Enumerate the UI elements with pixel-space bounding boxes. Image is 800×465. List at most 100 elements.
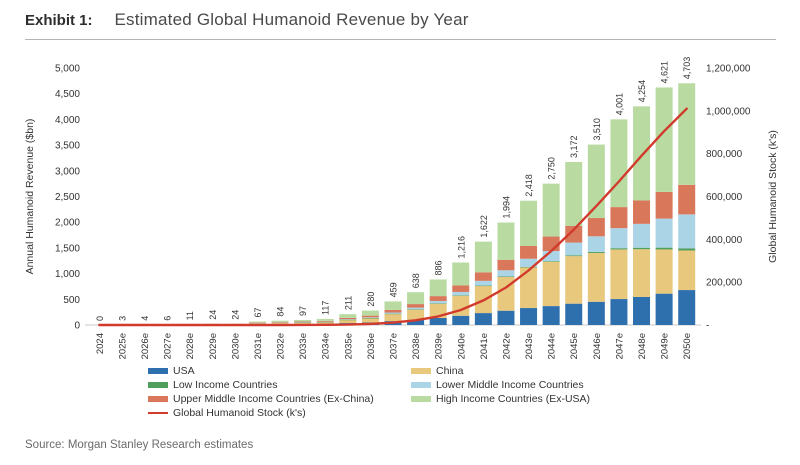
x-axis-label: 2048e — [637, 333, 648, 359]
bar-segment — [248, 322, 266, 324]
bar-segment — [429, 303, 447, 304]
left-axis-tick-label: 2,500 — [55, 192, 80, 203]
bar-segment — [497, 270, 515, 277]
x-axis-label: 2029e — [208, 333, 219, 359]
bar-segment — [294, 322, 312, 325]
bar-2046e — [587, 144, 605, 325]
bar-segment — [520, 245, 538, 259]
bar-segment — [610, 299, 628, 325]
bar-2043e — [520, 200, 538, 325]
bar-segment — [339, 314, 357, 318]
bar-segment — [271, 322, 289, 324]
x-axis-labels: 2024 2025e 2026e 2027e 2028e 2029e 2030e 2031e 2… — [95, 333, 693, 359]
legend-swatch-icon — [148, 368, 168, 374]
bar-segment — [565, 161, 583, 227]
bar-total-label: 4,254 — [637, 80, 647, 103]
bar-total-label: 67 — [253, 308, 263, 318]
x-axis-label: 2035e — [343, 333, 354, 359]
bar-segment — [542, 183, 560, 237]
right-axis-ticks: - 200,000 400,000 600,000 800,000 1,000,000 1,… — [706, 64, 751, 332]
bar-segment — [429, 300, 447, 304]
bar-segment — [271, 320, 289, 323]
x-axis-label: 2028e — [185, 333, 196, 359]
bar-total-label: 4,001 — [614, 93, 624, 116]
bar-segment — [633, 200, 651, 224]
bar-segment — [407, 304, 425, 308]
legend-swatch-icon — [411, 368, 431, 374]
x-axis-label: 2027e — [163, 333, 174, 359]
bar-segment — [452, 285, 470, 292]
left-axis-tick-label: 3,000 — [55, 166, 80, 177]
legend-column: China Lower Middle Income Countries High I… — [411, 364, 590, 420]
bar-2044e — [542, 183, 560, 325]
bar-segment — [429, 318, 447, 325]
bar-segment — [316, 322, 334, 323]
legend-swatch-icon — [411, 382, 431, 388]
bar-total-label: 0 — [95, 316, 105, 321]
x-axis-label: 2032e — [276, 333, 287, 359]
bar-total-label: 1,216 — [456, 236, 466, 259]
bar-segment — [655, 249, 673, 294]
x-axis-label: 2042e — [501, 333, 512, 359]
right-axis-tick-label: 800,000 — [706, 149, 743, 160]
bar-total-labels: 0 3 4 6 11 24 24 67 84 97 117 211 280 459 638 886 1,216 1… — [95, 57, 692, 321]
legend-swatch-icon — [148, 412, 168, 414]
bar-segment — [339, 319, 357, 320]
bar-segment — [655, 247, 673, 250]
bar-2042e — [497, 222, 515, 325]
bar-segment — [361, 318, 379, 319]
bar-segment — [452, 295, 470, 296]
bar-segment — [633, 249, 651, 297]
bar-segment — [565, 256, 583, 304]
bar-segment — [587, 301, 605, 325]
stock-line — [98, 107, 688, 327]
bar-segment — [678, 290, 696, 325]
legend-item-label: High Income Countries (Ex-USA) — [436, 393, 591, 405]
bar-total-label: 117 — [321, 301, 331, 315]
bar-segment — [429, 296, 447, 301]
bar-segment — [294, 322, 312, 323]
x-axis-label: 2047e — [614, 333, 625, 359]
bar-segment — [610, 249, 628, 300]
bar-total-label: 1,994 — [501, 196, 511, 219]
x-axis-label: 2036e — [366, 333, 377, 359]
bar-segment — [655, 87, 673, 192]
bar-segment — [587, 251, 605, 253]
stock-line-group — [98, 107, 688, 327]
bar-segment — [497, 222, 515, 260]
right-axis-tick-label: 1,200,000 — [706, 64, 751, 75]
bar-segment — [429, 279, 447, 297]
bar-total-label: 4,621 — [660, 61, 670, 84]
x-axis-label: 2050e — [682, 333, 693, 359]
right-axis-tick-label: - — [706, 321, 709, 332]
left-axis-tick-label: 1,500 — [55, 243, 80, 254]
bar-segment — [316, 321, 334, 323]
bar-segment — [520, 267, 538, 309]
bar-total-label: 638 — [411, 273, 421, 288]
chart-legend: USA Low Income Countries Upper Middle Inco… — [148, 364, 590, 420]
bar-segment — [587, 236, 605, 252]
x-axis-label: 2039e — [434, 333, 445, 359]
bar-total-label: 2,418 — [524, 174, 534, 197]
bar-segment — [316, 320, 334, 322]
bar-segment — [520, 200, 538, 246]
bar-segment — [678, 250, 696, 291]
legend-item: Global Humanoid Stock (k's) — [148, 406, 411, 420]
bar-segment — [633, 223, 651, 248]
x-axis-label: 2025e — [117, 333, 128, 359]
bar-segment — [407, 309, 425, 310]
bar-segment — [655, 191, 673, 219]
bar-segment — [452, 262, 470, 286]
bar-segment — [294, 321, 312, 323]
legend-item-label: Upper Middle Income Countries (Ex-China) — [173, 393, 374, 405]
bar-segment — [678, 214, 696, 249]
left-axis-tick-label: 4,000 — [55, 115, 80, 126]
bar-segment — [294, 320, 312, 322]
right-axis-title: Global Humanoid Stock (k's) — [767, 130, 779, 263]
bar-segment — [474, 280, 492, 286]
source-text: Source: Morgan Stanley Research estimate… — [25, 439, 254, 451]
left-axis-tick-label: 0 — [74, 321, 80, 332]
bar-segment — [587, 218, 605, 237]
x-axis-label: 2038e — [411, 333, 422, 359]
bar-segment — [542, 261, 560, 307]
